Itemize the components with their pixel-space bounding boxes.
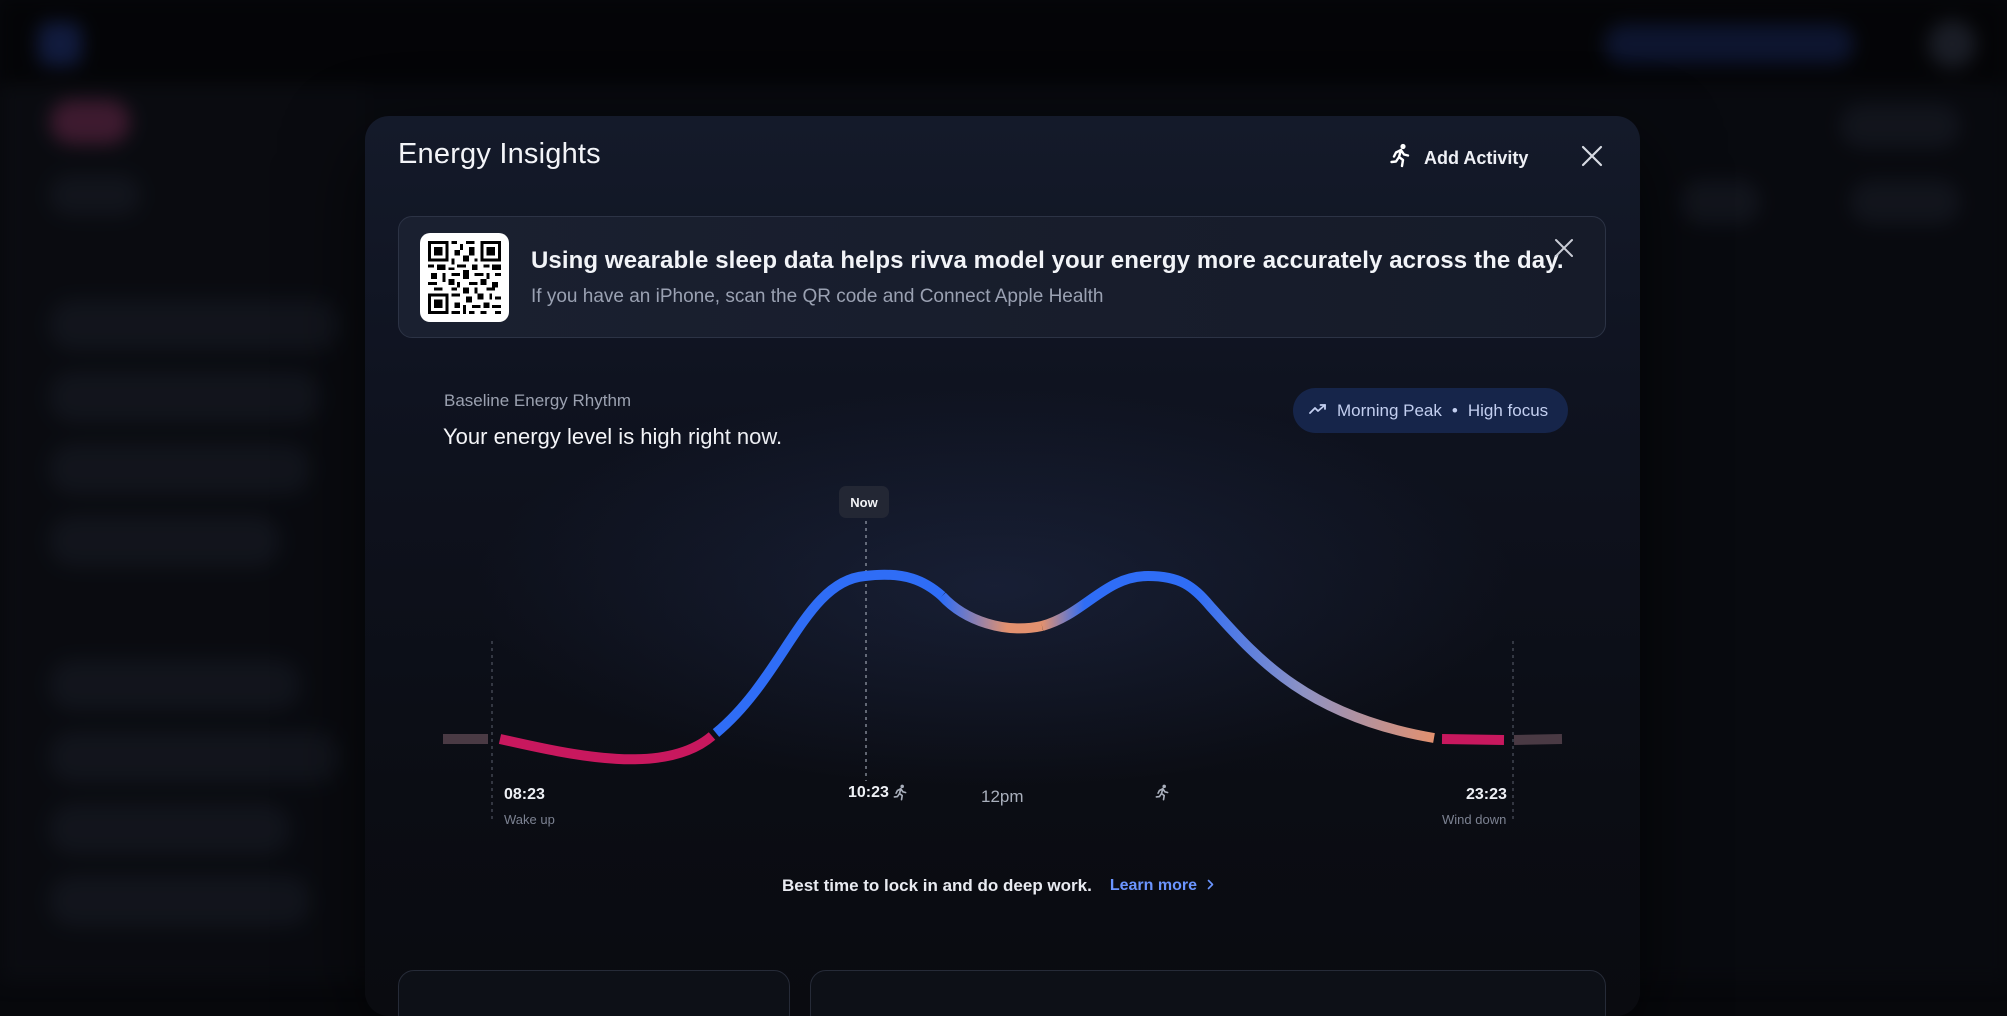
background-cta: [1604, 24, 1854, 64]
insight-card: [810, 970, 1606, 1016]
apple-health-banner: Using wearable sleep data helps rivva mo…: [398, 216, 1606, 338]
wake-sub-label: Wake up: [504, 812, 555, 827]
running-person-icon: [893, 784, 907, 801]
learn-more-link[interactable]: Learn more: [1110, 877, 1214, 895]
background-pill: [50, 732, 340, 782]
learn-more-label: Learn more: [1109, 877, 1197, 894]
curve-high-segment-peak: [712, 569, 946, 737]
close-icon: [1581, 145, 1603, 172]
modal-close-button[interactable]: [1574, 140, 1610, 176]
energy-insights-modal: Energy Insights Add Activity: [365, 116, 1640, 1016]
background-pill: [50, 660, 300, 710]
rhythm-label: Baseline Energy Rhythm: [444, 391, 632, 410]
qr-code-icon: [420, 233, 509, 322]
banner-close-button[interactable]: [1549, 235, 1579, 265]
curve-low-segment-morning: [498, 732, 716, 765]
background-pill: [50, 372, 320, 422]
wind-sub-label: Wind down: [1442, 812, 1507, 827]
background-pill: [50, 100, 130, 144]
chevron-right-icon: [1207, 877, 1214, 895]
curve-low-segment-evening: [1441, 734, 1505, 745]
running-person-icon: [1388, 143, 1412, 174]
wake-time-label: 08:23: [504, 786, 545, 803]
noon-tick-label: 12pm: [981, 787, 1024, 806]
running-person-icon: [1155, 784, 1169, 801]
curve-mid-segment-dip: [938, 592, 1044, 634]
curve-off-segment-right: [1513, 734, 1563, 745]
background-avatar: [1928, 20, 1976, 68]
background-pill: [50, 444, 310, 494]
morning-peak-badge: Morning Peak • High focus: [1293, 388, 1569, 433]
background-pill: [1840, 104, 1960, 148]
energy-rhythm-chart: [443, 386, 1563, 821]
add-activity-label: Add Activity: [1424, 147, 1529, 168]
badge-separator: •: [1451, 400, 1458, 420]
banner-title: Using wearable sleep data helps rivva mo…: [531, 247, 1564, 274]
background-pill: [50, 300, 340, 350]
curve-decline-segment: [1147, 571, 1435, 743]
deep-work-message: Best time to lock in and do deep work.: [782, 876, 1092, 895]
background-pill: [50, 804, 290, 854]
background-logo: [38, 22, 82, 66]
modal-title: Energy Insights: [398, 138, 601, 170]
insight-card: [398, 970, 790, 1016]
add-activity-button[interactable]: Add Activity: [1388, 138, 1528, 178]
background-pill: [50, 175, 140, 215]
deep-work-note: Best time to lock in and do deep work. L…: [782, 876, 1214, 896]
badge-text: Morning Peak: [1337, 400, 1442, 420]
trending-up-icon: [1309, 402, 1327, 420]
background-pill: [50, 876, 310, 926]
now-time-label: 10:23: [848, 784, 889, 801]
now-marker-label: Now: [839, 486, 889, 518]
chart-glow: [475, 386, 1515, 786]
banner-subtitle: If you have an iPhone, scan the QR code …: [531, 286, 1104, 307]
curve-rise-segment: [1040, 571, 1149, 631]
background-pill: [1850, 180, 1960, 224]
background-pill: [1680, 180, 1760, 224]
close-icon: [1554, 238, 1574, 263]
badge-text-2: High focus: [1467, 400, 1549, 420]
wind-time-label: 23:23: [1466, 786, 1507, 803]
background-pill: [50, 516, 280, 566]
